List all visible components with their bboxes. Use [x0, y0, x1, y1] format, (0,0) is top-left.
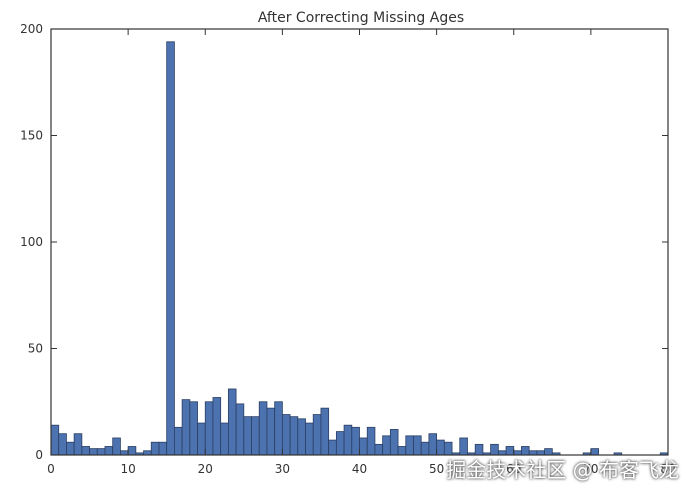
histogram-bar [374, 443, 384, 456]
histogram-bar [150, 441, 160, 456]
histogram-bar [204, 401, 214, 456]
y-tick-label: 150 [20, 129, 43, 143]
histogram-bar [351, 426, 360, 456]
histogram-bar [397, 446, 407, 456]
histogram-bar [436, 439, 445, 456]
x-tick-label: 10 [120, 462, 135, 476]
histogram-bar [212, 397, 222, 456]
histogram-bar [258, 401, 268, 456]
histogram-bar [343, 424, 353, 456]
histogram-bar [312, 414, 322, 456]
histogram-bar [389, 429, 399, 456]
histogram-bar [243, 416, 252, 456]
axis-ticks-group: 0 10 20 30 40 50 60 70 80 0 50 100 150 200 [20, 22, 676, 476]
x-tick-label: 50 [429, 462, 444, 476]
histogram-bar [266, 407, 276, 456]
y-tick-label: 100 [20, 235, 43, 249]
histogram-bar [189, 401, 198, 456]
x-tick-label: 20 [198, 462, 213, 476]
x-tick-label: 30 [275, 462, 290, 476]
histogram-bar [359, 437, 368, 456]
y-tick-label: 200 [20, 22, 43, 36]
histogram-bar [58, 433, 67, 456]
histogram-bar [220, 422, 229, 456]
histogram-bar [420, 441, 430, 456]
histogram-bar [173, 426, 183, 456]
histogram-bar [366, 426, 376, 456]
histogram-bar [96, 448, 106, 456]
histogram-bar [143, 450, 152, 456]
histogram-bar [166, 41, 175, 456]
histogram-bar [112, 437, 121, 456]
watermark: 掘金技术社区 @ 布客飞龙 [446, 458, 679, 482]
x-tick-label: 70 [583, 462, 598, 476]
histogram-bar [413, 435, 422, 456]
x-tick-label: 60 [506, 462, 521, 476]
plot-frame [50, 28, 669, 456]
x-tick-label: 80 [660, 462, 675, 476]
histogram-bar [127, 446, 137, 456]
histogram-bar [81, 446, 90, 456]
y-tick-label: 50 [28, 342, 43, 356]
chart-title: After Correcting Missing Ages [258, 10, 464, 26]
histogram-bar [73, 433, 83, 456]
histogram-bar [158, 441, 168, 456]
histogram-bar [181, 399, 191, 456]
histogram-bar [50, 424, 60, 456]
histogram-bar [459, 437, 468, 456]
histogram-bar [251, 416, 260, 456]
histogram-bar [297, 418, 306, 456]
x-tick-label: 40 [352, 462, 367, 476]
histogram-bar [104, 446, 114, 456]
histogram-bar [197, 422, 206, 456]
histogram-bar [328, 439, 337, 456]
histogram-bar [274, 401, 283, 456]
histogram-bar [120, 450, 129, 456]
bars-group [50, 41, 669, 456]
histogram-bar [320, 407, 330, 456]
histogram-bar [289, 416, 299, 456]
histogram-bar [305, 422, 314, 456]
histogram-bar [281, 414, 291, 456]
y-tick-label: 0 [35, 448, 43, 462]
histogram-bar [235, 403, 245, 456]
x-tick-label: 0 [47, 462, 55, 476]
histogram-bar [405, 435, 414, 456]
histogram-bar [227, 388, 237, 456]
histogram-bar [66, 441, 75, 456]
histogram-bar [89, 448, 98, 456]
histogram-bar [382, 435, 391, 456]
histogram-bar [428, 433, 438, 456]
histogram-bar [335, 431, 345, 456]
